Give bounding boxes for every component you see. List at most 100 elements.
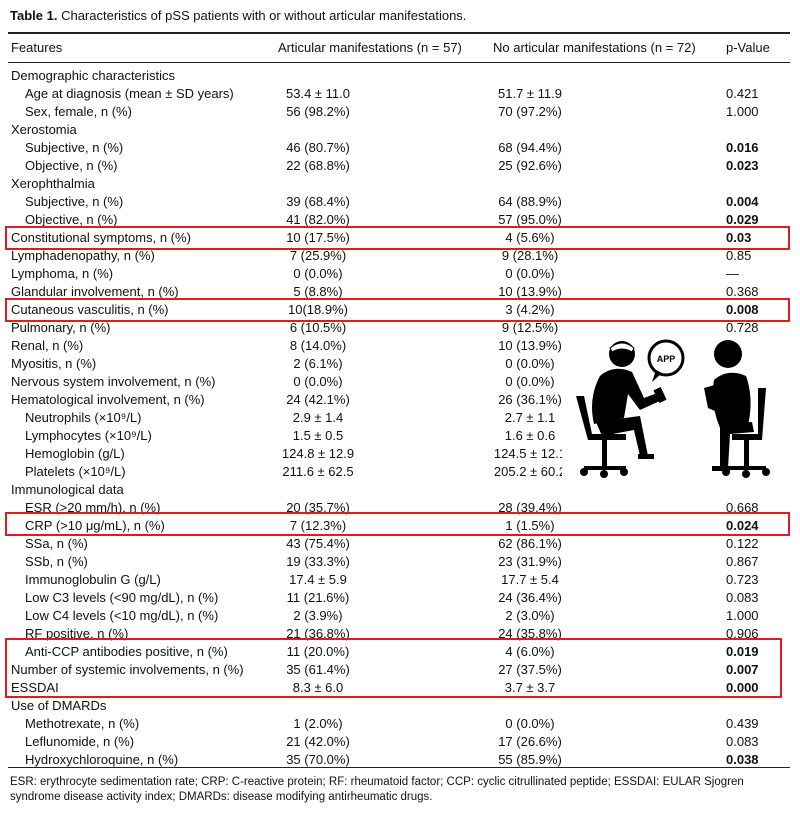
table-row: SSb, n (%) 19 (33.3%) 23 (31.9%) 0.867: [0, 553, 800, 571]
feature-cell: Hydroxychloroquine, n (%): [25, 752, 179, 767]
articular-cell: 24 (42.1%): [286, 392, 350, 407]
feature-cell: ESSDAI: [11, 680, 59, 695]
app-speech-bubble-icon: APP: [647, 339, 685, 382]
header-features: Features: [11, 40, 63, 55]
table-row: Hemoglobin (g/L) 124.8 ± 12.9 124.5 ± 12.1: [0, 445, 800, 463]
feature-cell: Methotrexate, n (%): [25, 716, 140, 731]
articular-cell: 1.5 ± 0.5: [292, 428, 344, 443]
feature-cell: Sex, female, n (%): [25, 104, 132, 119]
feature-cell: Nervous system involvement, n (%): [11, 374, 216, 389]
feature-cell: Xerostomia: [11, 122, 77, 137]
articular-cell: 11 (20.0%): [286, 644, 350, 659]
articular-cell: 35 (70.0%): [286, 752, 350, 767]
table-row: Objective, n (%) 22 (68.8%) 25 (92.6%) 0.02…: [0, 157, 800, 175]
articular-cell: 39 (68.4%): [286, 194, 350, 209]
feature-cell: Xerophthalmia: [11, 176, 95, 191]
feature-cell: SSa, n (%): [25, 536, 88, 551]
feature-cell: Constitutional symptoms, n (%): [11, 230, 191, 245]
no-articular-cell: 17.7 ± 5.4: [501, 572, 559, 587]
no-articular-cell: 64 (88.9%): [498, 194, 562, 209]
feature-cell: RF positive, n (%): [25, 626, 129, 641]
no-articular-cell: 3.7 ± 3.7: [504, 680, 556, 695]
no-articular-cell: 68 (94.4%): [498, 140, 562, 155]
no-articular-cell: 10 (13.9%): [498, 284, 562, 299]
no-articular-cell: 24 (36.4%): [498, 590, 562, 605]
pvalue-cell: 0.906: [726, 626, 759, 641]
pvalue-cell: 0.867: [726, 554, 759, 569]
feature-cell: Hematological involvement, n (%): [11, 392, 205, 407]
pvalue-cell: 0.004: [726, 194, 759, 209]
table-row: Hematological involvement, n (%) 24 (42.1…: [0, 391, 800, 409]
seated-person-icon: [704, 340, 770, 478]
table-row: RF positive, n (%) 21 (36.8%) 24 (35.8%) 0.…: [0, 625, 800, 643]
table-row: Platelets (×10⁹/L) 211.6 ± 62.5 205.2 ± 60…: [0, 463, 800, 481]
feature-cell: Anti-CCP antibodies positive, n (%): [25, 644, 228, 659]
articular-cell: 2 (3.9%): [293, 608, 343, 623]
no-articular-cell: 1 (1.5%): [505, 518, 555, 533]
articular-cell: 10(18.9%): [288, 302, 348, 317]
feature-cell: Renal, n (%): [11, 338, 84, 353]
feature-cell: Age at diagnosis (mean ± SD years): [25, 86, 234, 101]
table-row: SSa, n (%) 43 (75.4%) 62 (86.1%) 0.122: [0, 535, 800, 553]
no-articular-cell: 24 (35.8%): [498, 626, 562, 641]
table-row: Xerophthalmia: [0, 175, 800, 193]
articular-cell: 5 (8.8%): [293, 284, 343, 299]
no-articular-cell: 57 (95.0%): [498, 212, 562, 227]
table-row: Lymphocytes (×10⁹/L) 1.5 ± 0.5 1.6 ± 0.6: [0, 427, 800, 445]
pvalue-cell: 0.85: [726, 248, 752, 263]
table-row: Glandular involvement, n (%) 5 (8.8%) 10 (…: [0, 283, 800, 301]
table-row: Constitutional symptoms, n (%) 10 (17.5%)…: [0, 229, 800, 247]
pvalue-cell: 1.000: [726, 104, 759, 119]
highlight-box-constitutional: [5, 226, 790, 250]
table-caption-text: Characteristics of pSS patients with or …: [61, 8, 467, 23]
table-caption-label: Table 1.: [10, 8, 58, 23]
table-row: Subjective, n (%) 39 (68.4%) 64 (88.9%) 0.0…: [0, 193, 800, 211]
feature-cell: Immunoglobulin G (g/L): [25, 572, 161, 587]
feature-cell: Neutrophils (×10⁹/L): [25, 410, 142, 425]
header-rule: [8, 62, 790, 63]
feature-cell: Low C4 levels (<10 mg/dL), n (%): [25, 608, 219, 623]
table-row: Nervous system involvement, n (%) 0 (0.0%…: [0, 373, 800, 391]
articular-cell: 43 (75.4%): [286, 536, 350, 551]
feature-cell: CRP (>10 μg/mL), n (%): [25, 518, 165, 533]
articular-cell: 6 (10.5%): [289, 320, 347, 335]
no-articular-cell: 26 (36.1%): [498, 392, 562, 407]
no-articular-cell: 17 (26.6%): [498, 734, 562, 749]
articular-cell: 17.4 ± 5.9: [289, 572, 347, 587]
no-articular-cell: 0 (0.0%): [505, 716, 555, 731]
pvalue-cell: 0.368: [726, 284, 759, 299]
table-row: Use of DMARDs: [0, 697, 800, 715]
no-articular-cell: 25 (92.6%): [498, 158, 562, 173]
pvalue-cell: 0.723: [726, 572, 759, 587]
no-articular-cell: 10 (13.9%): [498, 338, 562, 353]
articular-cell: 11 (21.6%): [286, 590, 350, 605]
no-articular-cell: 0 (0.0%): [505, 356, 555, 371]
table-row: Number of systemic involvements, n (%) 35…: [0, 661, 800, 679]
no-articular-cell: 4 (6.0%): [505, 644, 555, 659]
no-articular-cell: 0 (0.0%): [505, 374, 555, 389]
feature-cell: Objective, n (%): [25, 212, 118, 227]
pvalue-cell: 0.083: [726, 590, 759, 605]
articular-cell: 41 (82.0%): [286, 212, 350, 227]
pvalue-cell: 0.668: [726, 500, 759, 515]
pvalue-cell: 0.008: [726, 302, 759, 317]
bottom-rule: [8, 767, 790, 768]
no-articular-cell: 28 (39.4%): [498, 500, 562, 515]
pvalue-cell: 0.023: [726, 158, 759, 173]
feature-cell: Lymphocytes (×10⁹/L): [25, 428, 152, 443]
table-row: Lymphadenopathy, n (%) 7 (25.9%) 9 (28.1%)…: [0, 247, 800, 265]
feature-cell: Leflunomide, n (%): [25, 734, 135, 749]
feature-cell: Platelets (×10⁹/L): [25, 464, 126, 479]
feature-cell: Number of systemic involvements, n (%): [11, 662, 244, 677]
articular-cell: 10 (17.5%): [286, 230, 350, 245]
highlight-box-systemic: [5, 638, 782, 698]
no-articular-cell: 4 (5.6%): [505, 230, 555, 245]
feature-cell: ESR (>20 mm/h), n (%): [25, 500, 161, 515]
articular-cell: 8 (14.0%): [289, 338, 347, 353]
articular-cell: 2.9 ± 1.4: [292, 410, 344, 425]
articular-cell: 56 (98.2%): [286, 104, 350, 119]
table-row: ESSDAI 8.3 ± 6.0 3.7 ± 3.7 0.000: [0, 679, 800, 697]
articular-cell: 8.3 ± 6.0: [292, 680, 344, 695]
pvalue-cell: 0.421: [726, 86, 759, 101]
articular-cell: 20 (35.7%): [286, 500, 350, 515]
